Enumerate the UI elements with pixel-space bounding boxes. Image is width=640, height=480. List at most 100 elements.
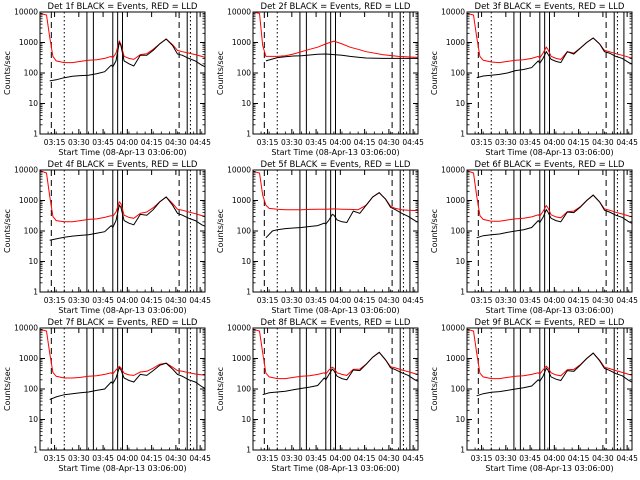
y-tick-label: 10 [241, 257, 251, 266]
x-tick-label: 03:15 [257, 454, 279, 463]
x-axis-label: Start Time (08-Apr-13 03:06:00) [58, 148, 186, 157]
y-tick-label: 1 [33, 288, 38, 297]
x-tick-label: 04:15 [141, 454, 163, 463]
x-tick-label: 03:45 [305, 454, 327, 463]
y-tick-label: 10000 [227, 8, 251, 17]
panel-title: Det 7f BLACK = Events, RED = LLD [48, 318, 198, 328]
y-tick-label: 10 [455, 257, 465, 266]
panel-title: Det 2f BLACK = Events, RED = LLD [261, 2, 411, 12]
x-tick-label: 03:30 [281, 296, 303, 305]
y-tick-label: 100 [451, 69, 466, 78]
y-tick-label: 10000 [14, 8, 38, 17]
y-axis-label: Counts/sec [3, 209, 12, 253]
panel-det-4: Det 4f BLACK = Events, RED = LLD 1 10 100 10… [3, 160, 211, 315]
y-tick-label: 100 [451, 385, 466, 394]
x-tick-label: 03:15 [257, 138, 279, 147]
x-tick-label: 03:30 [68, 454, 90, 463]
x-axis-label: Start Time (08-Apr-13 03:06:00) [271, 148, 399, 157]
x-tick-label: 03:30 [495, 454, 517, 463]
x-tick-label: 03:45 [92, 296, 114, 305]
x-tick-label: 04:00 [117, 138, 139, 147]
y-tick-label: 100 [24, 385, 39, 394]
y-axis-label: Counts/sec [430, 367, 439, 411]
y-tick-label: 1 [460, 130, 465, 139]
x-tick-label: 04:45 [616, 138, 638, 147]
x-tick-label: 04:45 [189, 296, 211, 305]
y-tick-label: 1 [246, 130, 251, 139]
x-tick-label: 04:30 [165, 296, 187, 305]
y-tick-label: 1 [460, 288, 465, 297]
panel-det-1: Det 1f BLACK = Events, RED = LLD 1 10 100 10… [3, 2, 211, 157]
x-tick-label: 03:30 [281, 454, 303, 463]
panel-det-3: Det 3f BLACK = Events, RED = LLD 1 10 100 10… [430, 2, 638, 157]
y-tick-label: 10 [241, 99, 251, 108]
x-tick-label: 03:45 [92, 454, 114, 463]
x-tick-label: 03:30 [68, 296, 90, 305]
x-tick-label: 04:30 [592, 296, 614, 305]
series-line-lld [40, 170, 205, 223]
x-tick-label: 03:45 [92, 138, 114, 147]
series-line-lld [467, 12, 632, 64]
x-tick-label: 04:30 [165, 454, 187, 463]
x-tick-label: 03:30 [281, 138, 303, 147]
x-tick-label: 03:15 [44, 138, 66, 147]
x-axis-label: Start Time (08-Apr-13 03:06:00) [485, 306, 613, 315]
x-tick-label: 04:15 [354, 138, 376, 147]
y-tick-label: 10 [28, 99, 38, 108]
y-tick-label: 100 [24, 227, 39, 236]
x-tick-label: 04:15 [568, 138, 590, 147]
y-tick-label: 1 [33, 130, 38, 139]
y-axis-label: Counts/sec [216, 209, 225, 253]
x-tick-label: 04:30 [378, 296, 400, 305]
y-axis-label: Counts/sec [430, 209, 439, 253]
panel-det-5: Det 5f BLACK = Events, RED = LLD 1 10 100 10… [216, 160, 424, 315]
x-tick-label: 03:15 [257, 296, 279, 305]
series-line-events [49, 196, 205, 241]
y-tick-label: 10 [455, 415, 465, 424]
y-tick-label: 1000 [232, 38, 251, 47]
y-tick-label: 10 [28, 257, 38, 266]
x-tick-label: 04:45 [189, 454, 211, 463]
x-tick-label: 03:45 [519, 454, 541, 463]
panel-title: Det 5f BLACK = Events, RED = LLD [261, 160, 411, 170]
panel-det-7: Det 7f BLACK = Events, RED = LLD 1 10 100 10… [3, 318, 211, 473]
x-tick-label: 03:45 [305, 138, 327, 147]
x-tick-label: 04:15 [568, 296, 590, 305]
y-tick-label: 1000 [446, 38, 465, 47]
x-tick-label: 03:30 [495, 296, 517, 305]
panel-title: Det 4f BLACK = Events, RED = LLD [48, 160, 198, 170]
x-axis-label: Start Time (08-Apr-13 03:06:00) [58, 464, 186, 473]
y-tick-label: 10000 [441, 8, 465, 17]
panel-title: Det 9f BLACK = Events, RED = LLD [475, 318, 625, 328]
y-tick-label: 10000 [441, 324, 465, 333]
x-tick-label: 04:00 [117, 454, 139, 463]
x-axis-label: Start Time (08-Apr-13 03:06:00) [485, 464, 613, 473]
y-tick-label: 100 [237, 227, 252, 236]
y-tick-label: 10000 [441, 166, 465, 175]
series-line-events [476, 352, 632, 397]
panel-det-2: Det 2f BLACK = Events, RED = LLD 1 10 100 10… [216, 2, 424, 157]
y-axis-label: Counts/sec [3, 51, 12, 95]
y-tick-label: 1 [460, 446, 465, 455]
x-tick-label: 04:45 [402, 138, 424, 147]
y-axis-label: Counts/sec [430, 51, 439, 95]
y-tick-label: 1000 [232, 196, 251, 205]
panel-title: Det 1f BLACK = Events, RED = LLD [48, 2, 198, 12]
y-tick-label: 1000 [232, 354, 251, 363]
x-tick-label: 03:15 [471, 454, 493, 463]
x-axis-label: Start Time (08-Apr-13 03:06:00) [485, 148, 613, 157]
panel-det-6: Det 6f BLACK = Events, RED = LLD 1 10 100 10… [430, 160, 638, 315]
y-tick-label: 1000 [446, 196, 465, 205]
series-line-events [265, 192, 418, 239]
series-line-events [476, 37, 632, 79]
series-line-lld [253, 170, 418, 212]
x-tick-label: 03:45 [305, 296, 327, 305]
x-tick-label: 04:30 [378, 138, 400, 147]
y-tick-label: 1 [33, 446, 38, 455]
x-tick-label: 03:15 [44, 454, 66, 463]
x-tick-label: 04:00 [330, 296, 352, 305]
series-line-lld [40, 328, 205, 379]
x-tick-label: 04:45 [616, 454, 638, 463]
x-tick-label: 03:30 [495, 138, 517, 147]
y-tick-label: 10 [455, 99, 465, 108]
